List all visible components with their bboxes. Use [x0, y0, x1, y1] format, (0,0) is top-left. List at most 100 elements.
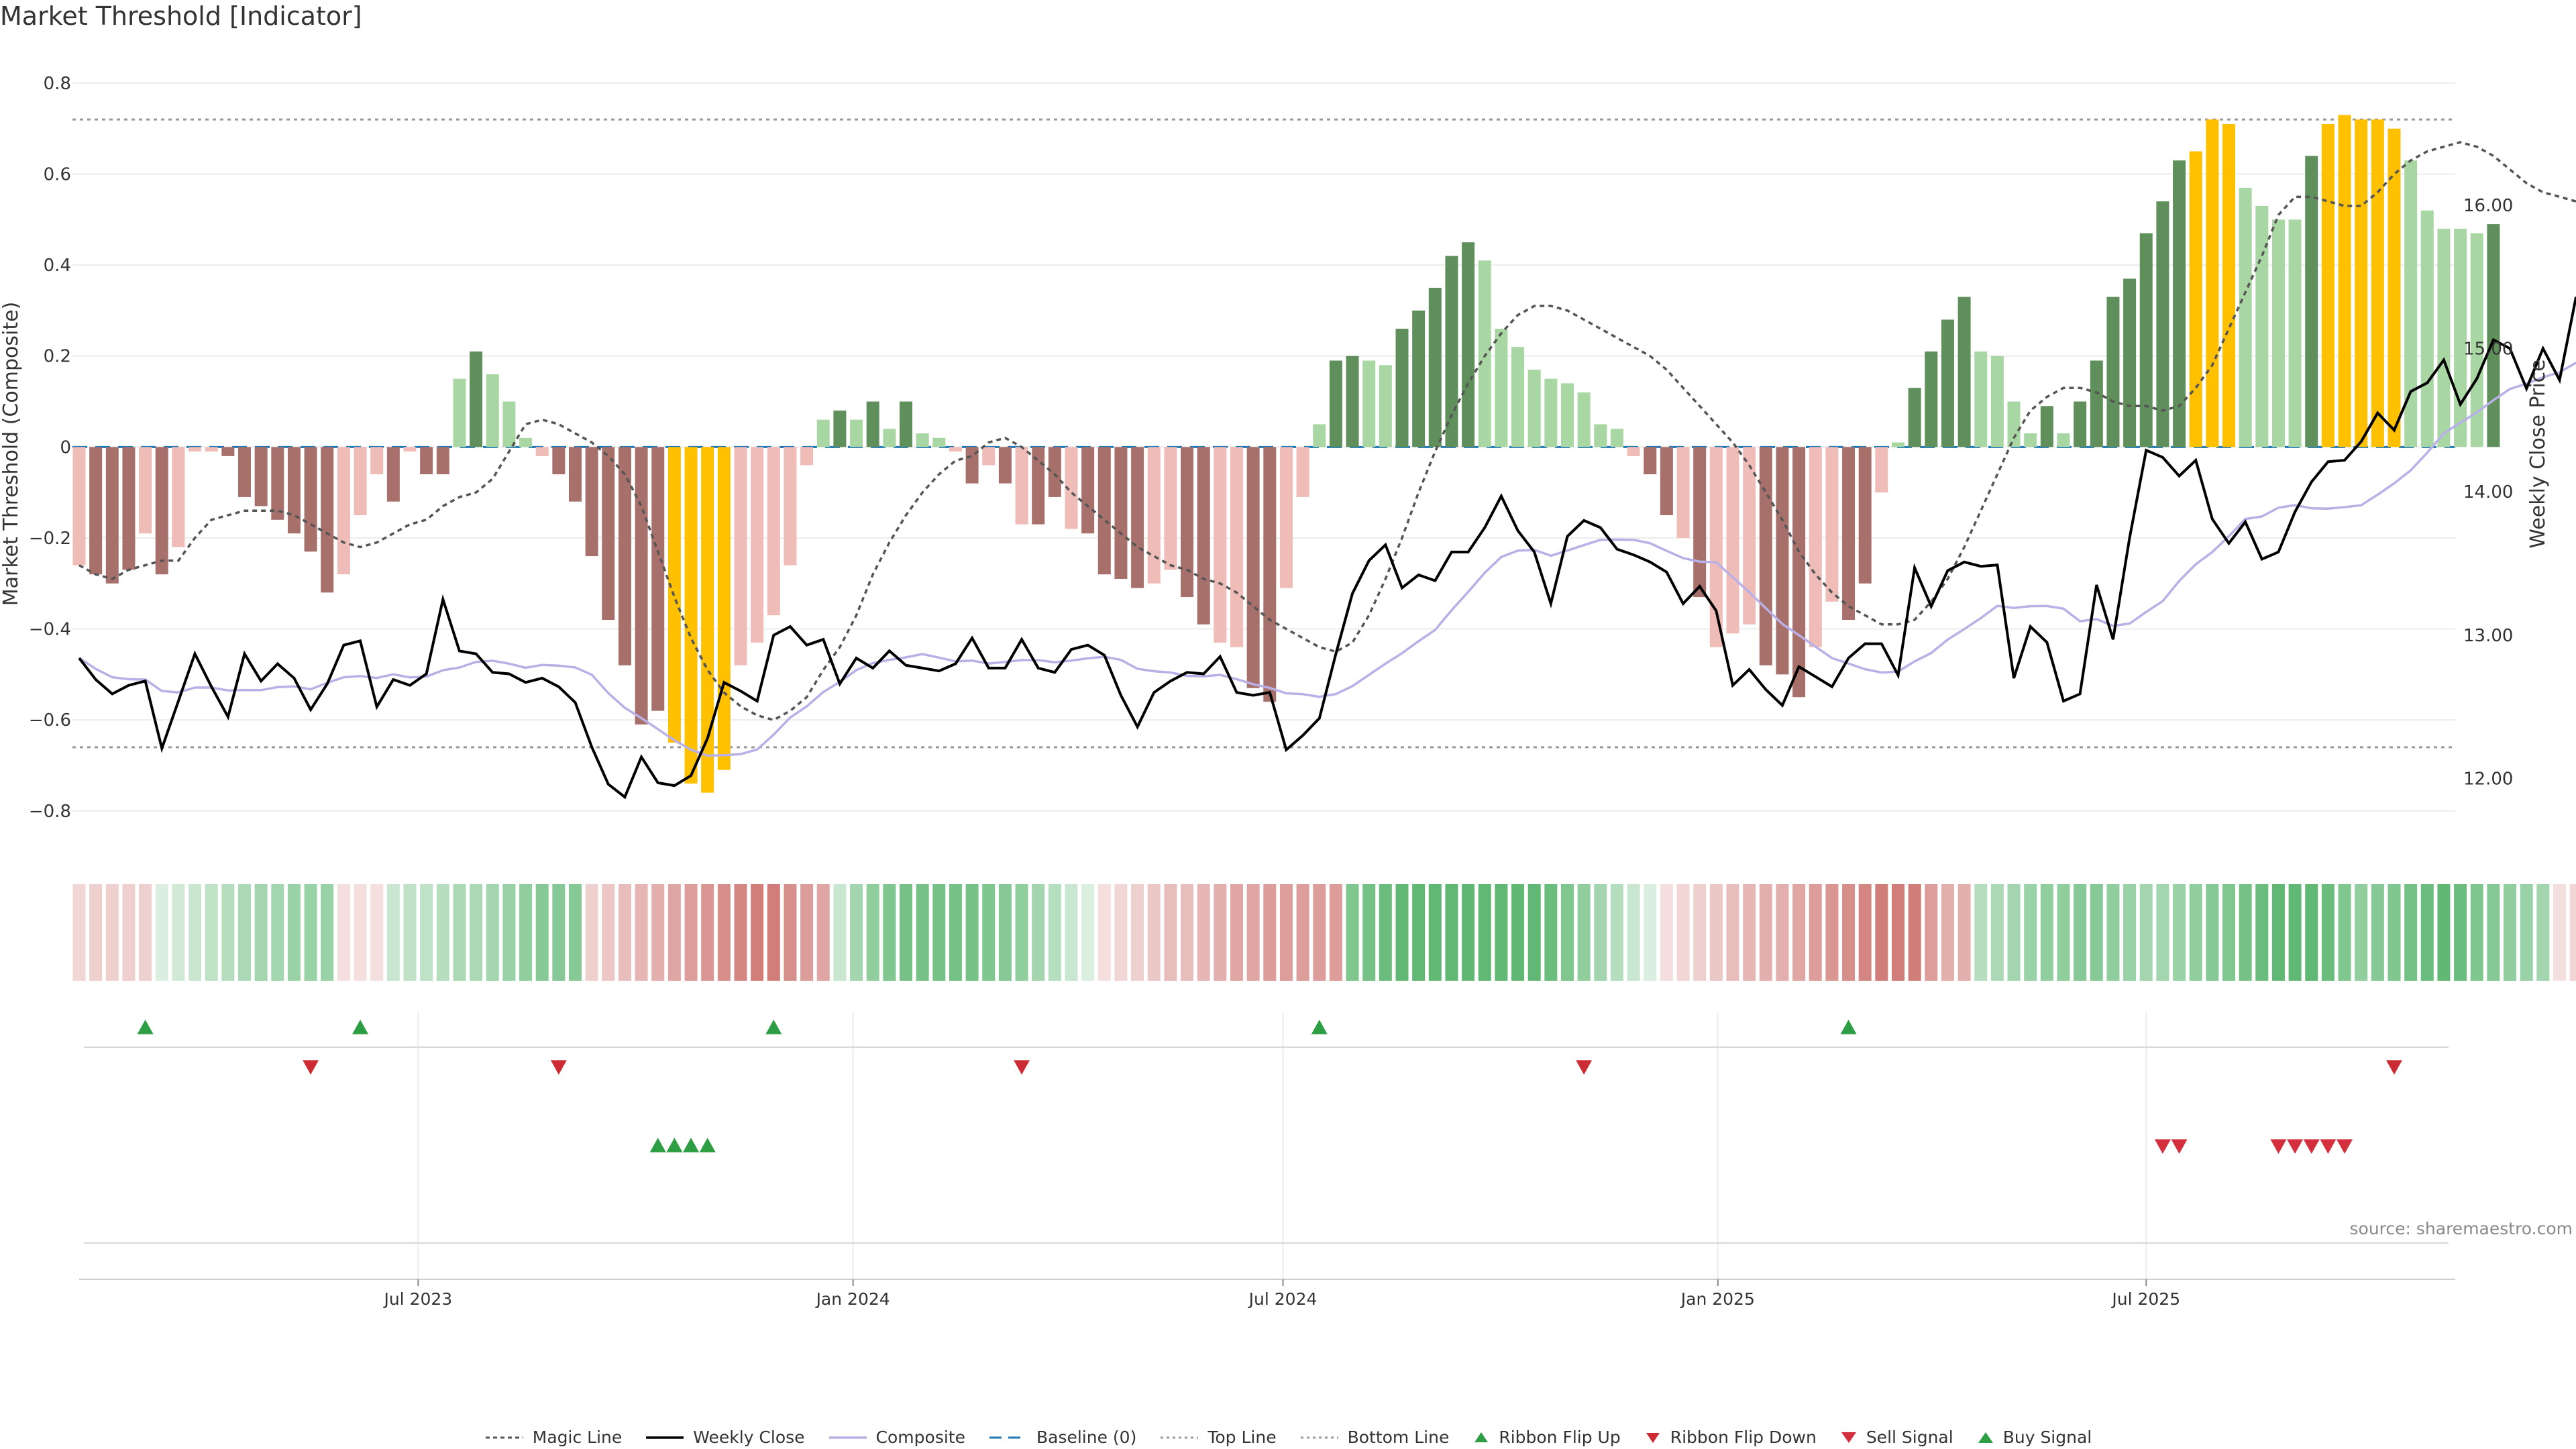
y-tick-label-left: 0: [60, 437, 71, 458]
legend-item-flip-down: Ribbon Flip Down: [1644, 1428, 1817, 1447]
legend-label: Baseline (0): [1036, 1428, 1137, 1447]
composite-bar: [998, 447, 1012, 484]
ribbon-cell: [585, 884, 598, 981]
composite-bar: [1941, 319, 1954, 447]
composite-bar: [982, 447, 996, 466]
legend-item-magic: Magic Line: [484, 1428, 622, 1447]
composite-bar: [1230, 447, 1243, 647]
sell-signal-marker: [2171, 1139, 2188, 1154]
composite-bar: [2189, 151, 2202, 447]
legend-item-composite: Composite: [828, 1428, 965, 1447]
ribbon-cell: [1032, 884, 1045, 981]
ribbon-cell: [1015, 884, 1028, 981]
composite-bar: [1825, 447, 1839, 602]
composite-bar: [767, 447, 780, 616]
ribbon-flip-up-marker: [1311, 1020, 1328, 1034]
composite-bar: [900, 401, 912, 447]
ribbon-cell: [1065, 884, 1078, 981]
legend-item-flip-up: Ribbon Flip Up: [1472, 1428, 1621, 1447]
composite-bar: [684, 447, 698, 784]
ribbon-cell: [916, 884, 929, 981]
sell-signal-marker: [2337, 1139, 2353, 1154]
composite-bar: [1164, 447, 1177, 570]
composite-bar: [883, 429, 896, 447]
ribbon-cell: [1561, 884, 1574, 981]
ribbon-flip-up-marker: [137, 1020, 154, 1034]
composite-bar: [1032, 447, 1045, 525]
legend-swatch: [646, 1436, 684, 1439]
composite-bar: [2355, 119, 2368, 447]
composite-bar: [1181, 447, 1194, 598]
composite-bar: [1627, 447, 1640, 456]
ribbon-cell: [1181, 884, 1194, 981]
composite-bar: [2139, 233, 2153, 447]
y-tick-label-left: −0.8: [29, 802, 71, 822]
ribbon-cell: [2222, 884, 2235, 981]
legend-swatch: [485, 1436, 523, 1438]
composite-bar: [1527, 370, 1541, 447]
composite-bar: [618, 447, 631, 665]
buy-signal-marker: [683, 1138, 700, 1152]
ribbon-cell: [2173, 884, 2186, 981]
ribbon-cell: [535, 884, 549, 981]
composite-bar: [2106, 297, 2120, 447]
ribbon-cell: [1627, 884, 1640, 981]
ribbon-cell: [2420, 884, 2434, 981]
ribbon-cell: [850, 884, 863, 981]
composite-bar: [800, 447, 814, 466]
composite-bar: [1445, 256, 1458, 447]
composite-bar: [916, 433, 929, 447]
ribbon-cell: [1428, 884, 1442, 981]
composite-bar: [453, 378, 466, 447]
ribbon-cell: [337, 884, 350, 981]
composite-bar: [420, 447, 433, 475]
ribbon-cell: [1214, 884, 1227, 981]
x-tick-label: Jan 2025: [1680, 1289, 1755, 1309]
legend-swatch: [1474, 1432, 1489, 1442]
ribbon-cell: [569, 884, 582, 981]
composite-bar: [89, 447, 103, 575]
composite-bar: [2288, 219, 2302, 447]
ribbon-cell: [1726, 884, 1739, 981]
legend-item-top: Top Line: [1159, 1428, 1277, 1447]
legend-swatch: [1841, 1432, 1856, 1443]
ribbon-cell: [519, 884, 533, 981]
ribbon-cell: [1527, 884, 1541, 981]
ribbon-cell: [1395, 884, 1409, 981]
ribbon-cell: [833, 884, 847, 981]
composite-bar: [2206, 119, 2219, 447]
axes-layer: 0.8 0.6 0.4 0.2 0 −0.2 −0.4 −0.6 −0.8 16.00 15.00 1…: [0, 74, 2550, 822]
composite-bar: [1709, 447, 1723, 647]
composite-bar: [2024, 433, 2037, 447]
ribbon-cell: [1329, 884, 1342, 981]
ribbon-cell: [1842, 884, 1856, 981]
ribbon-cell: [304, 884, 317, 981]
ribbon-strip-layer: [72, 884, 2576, 981]
composite-bar: [1676, 447, 1690, 538]
ribbon-cell: [486, 884, 499, 981]
composite-bar: [866, 401, 879, 447]
ribbon-cell: [1279, 884, 1293, 981]
ribbon-cell: [2504, 884, 2517, 981]
composite-bar: [1313, 424, 1326, 447]
composite-bar: [2487, 224, 2500, 447]
composite-bar: [2437, 228, 2451, 447]
ribbon-cell: [238, 884, 251, 981]
composite-bar: [2239, 187, 2252, 447]
x-tick-label: Jul 2025: [2110, 1289, 2180, 1309]
composite-bar: [2271, 219, 2285, 447]
ribbon-cell: [751, 884, 764, 981]
ribbon-cell: [420, 884, 433, 981]
ribbon-cell: [122, 884, 136, 981]
composite-bar: [2074, 401, 2087, 447]
composite-bar: [139, 447, 152, 534]
ribbon-cell: [1478, 884, 1491, 981]
composite-bar: [1346, 356, 1359, 447]
ribbon-cell: [982, 884, 996, 981]
ribbon-cell: [287, 884, 301, 981]
composite-bar: [354, 447, 367, 516]
ribbon-cell: [1511, 884, 1525, 981]
composite-bar: [552, 447, 566, 475]
composite-bar: [1577, 392, 1591, 447]
ribbon-cell: [1412, 884, 1426, 981]
